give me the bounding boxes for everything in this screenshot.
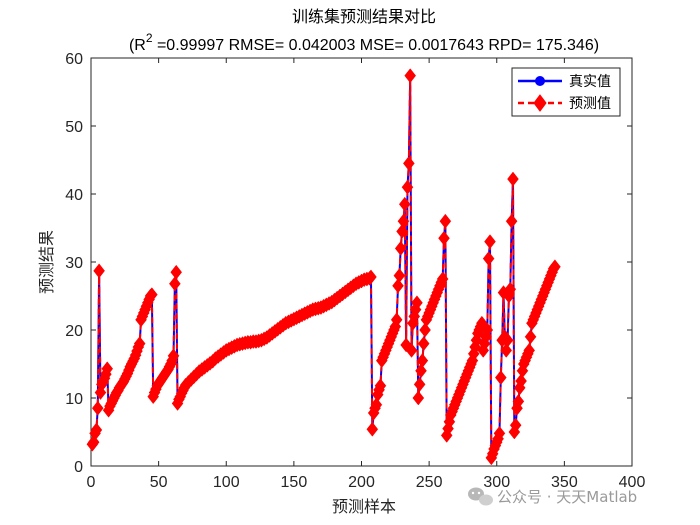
legend-marker-pred — [533, 94, 547, 112]
legend-label-pred: 预测值 — [569, 96, 611, 112]
legend-box — [511, 67, 621, 117]
pred-point — [524, 329, 537, 345]
chart-title: 训练集预测结果对比 — [292, 7, 436, 26]
pred-point — [438, 230, 450, 246]
pred-point — [405, 342, 418, 358]
pred-point — [512, 393, 525, 409]
pred-point — [439, 213, 452, 229]
pred-point — [90, 422, 103, 438]
subtitle-superscript: 2 — [146, 31, 153, 45]
pred-point — [500, 342, 513, 358]
pred-point — [393, 268, 406, 284]
pred-point — [416, 353, 429, 369]
pred-point — [91, 400, 104, 416]
x-tick-label: 400 — [619, 474, 646, 491]
x-tick-label: 150 — [281, 474, 308, 491]
pred-point — [170, 264, 183, 280]
pred-point — [501, 332, 514, 348]
x-axis-label: 预测样本 — [332, 497, 396, 516]
pred-point — [169, 276, 181, 292]
pred-point — [482, 251, 495, 267]
x-tick-label: 250 — [416, 474, 443, 491]
pred-point — [494, 370, 507, 386]
y-axis-label: 预测结果 — [37, 230, 56, 294]
pred-point — [411, 295, 423, 311]
y-tick-label: 10 — [65, 391, 83, 408]
x-tick-label: 100 — [213, 474, 240, 491]
pred-point — [417, 336, 430, 352]
pred-point — [398, 196, 411, 212]
watermark: 公众号 · 天天Matlab — [468, 487, 637, 506]
pred-point — [394, 240, 407, 256]
pred-point — [507, 171, 519, 187]
pred-point — [93, 263, 105, 279]
pred-point — [366, 421, 379, 437]
legend: 真实值 预测值 — [511, 67, 621, 117]
pred-point — [436, 271, 449, 287]
pred-point — [549, 259, 561, 275]
pred-point — [523, 342, 536, 358]
legend-label-true: 真实值 — [569, 74, 611, 90]
pred-point — [515, 373, 527, 389]
pred-point — [146, 287, 158, 303]
pred-point — [374, 378, 387, 394]
pred-point — [401, 179, 414, 195]
pred-point — [167, 348, 180, 364]
pred-point — [403, 155, 415, 171]
axis-ticks: 0 50 100 150 200 250 300 350 400 0 10 20 30 40 50 60 — [65, 51, 645, 491]
pred-point — [404, 68, 417, 84]
chart-subtitle: (R2 =0.99997 RMSE= 0.042003 MSE= 0.00176… — [129, 31, 599, 54]
x-tick-label: 0 — [87, 474, 96, 491]
pred-point — [413, 376, 426, 392]
pred-point — [484, 234, 496, 250]
plot-area — [90, 57, 633, 467]
pred-point — [415, 363, 427, 379]
pred-point — [504, 281, 517, 297]
pred-point — [101, 361, 114, 377]
legend-marker-true — [535, 76, 545, 86]
pred-point — [505, 213, 518, 229]
pred-point — [133, 336, 146, 352]
watermark-text: 公众号 · 天天Matlab — [497, 488, 637, 506]
y-tick-label: 20 — [65, 323, 83, 340]
y-tick-label: 40 — [65, 187, 83, 204]
pred-point — [412, 390, 425, 406]
pred-point — [419, 322, 431, 338]
pred-point — [365, 269, 377, 285]
pred-point — [392, 278, 404, 294]
y-tick-label: 60 — [65, 51, 83, 68]
subtitle-metrics: =0.99997 RMSE= 0.042003 MSE= 0.0017643 R… — [153, 37, 600, 54]
x-tick-label: 350 — [551, 474, 578, 491]
data-series — [86, 68, 561, 466]
pred-point — [481, 322, 494, 338]
x-tick-label: 300 — [483, 474, 510, 491]
pred-point — [390, 312, 403, 328]
x-tick-label: 50 — [150, 474, 168, 491]
y-tick-label: 30 — [65, 255, 83, 272]
pred-point — [370, 397, 383, 413]
y-tick-label: 50 — [65, 119, 83, 136]
x-tick-label: 200 — [348, 474, 375, 491]
wechat-icon — [468, 487, 493, 506]
pred-point — [396, 223, 408, 239]
subtitle-prefix: (R — [129, 37, 146, 54]
y-tick-label: 0 — [74, 459, 83, 476]
pred-point — [397, 213, 410, 229]
pred-point — [493, 425, 506, 441]
pred-point — [509, 417, 522, 433]
